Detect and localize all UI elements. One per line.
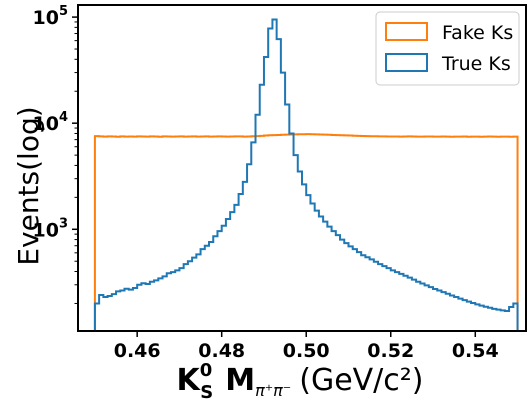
legend-label-true-ks: True Ks — [441, 53, 511, 75]
plot-frame — [77, 4, 527, 332]
x-tick-label: 0.54 — [452, 340, 499, 362]
x-tick-label: 0.46 — [114, 340, 161, 362]
x-tick-label: 0.52 — [367, 340, 414, 362]
legend: Fake Ks True Ks — [375, 11, 520, 86]
legend-swatch-true-ks — [385, 53, 428, 72]
y-axis-label: Events(log) — [12, 106, 45, 265]
x-axis-label-k: K — [176, 363, 201, 398]
x-axis-label: K0 S Mπ⁺π⁻ (GeV/c²) — [176, 360, 423, 403]
y-tick-label: 104 — [33, 110, 69, 135]
x-tick-label: 0.50 — [283, 340, 330, 362]
y-tick-label: 103 — [33, 216, 69, 241]
x-axis-ticks: 0.46 0.48 0.50 0.52 0.54 — [114, 331, 499, 362]
histogram-fake-ks — [93, 133, 519, 331]
legend-box — [375, 11, 520, 86]
histogram-true-ks — [93, 18, 519, 331]
legend-label-fake-ks: Fake Ks — [442, 22, 513, 44]
x-axis-label-m-sub: π⁺π⁻ — [255, 381, 291, 400]
y-tick-label: 105 — [33, 4, 69, 29]
y-axis-ticks: 103 104 105 — [33, 4, 78, 304]
plot-series — [93, 18, 519, 331]
x-axis-label-m: M — [225, 363, 255, 398]
x-tick-label: 0.48 — [198, 340, 245, 362]
legend-swatch-fake-ks — [385, 22, 428, 41]
x-axis-label-k-sup: 0 — [200, 360, 213, 381]
x-axis-label-units: (GeV/c²) — [299, 363, 423, 398]
x-axis-label-k-sub: S — [200, 382, 213, 403]
